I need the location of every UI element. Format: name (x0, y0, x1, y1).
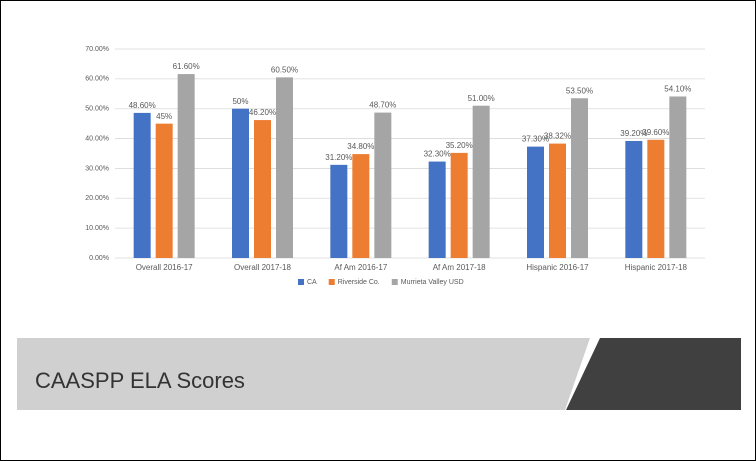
data-label: 48.60% (129, 101, 156, 110)
data-label: 60.50% (271, 65, 298, 74)
bar (276, 77, 293, 258)
y-tick-label: 20.00% (85, 195, 109, 202)
data-label: 34.80% (347, 142, 374, 151)
bar (374, 112, 392, 259)
data-label: 45% (156, 112, 172, 121)
data-label: 50% (232, 97, 248, 106)
data-label: 46.20% (249, 108, 276, 117)
bar (472, 105, 490, 258)
data-label: 37.30% (522, 135, 549, 144)
legend-swatch (328, 279, 335, 285)
bar (625, 140, 643, 258)
data-label: 39.20% (620, 129, 647, 138)
legend-swatch (391, 279, 398, 285)
bar (254, 120, 271, 258)
bar (527, 146, 544, 258)
x-tick-label: Af Am 2016-17 (334, 263, 387, 272)
y-tick-label: 60.00% (85, 76, 109, 83)
dark-band (566, 338, 741, 410)
y-tick-label: 40.00% (85, 135, 109, 142)
bar (133, 112, 151, 258)
y-tick-label: 70.00% (85, 46, 109, 53)
y-tick-label: 10.00% (85, 225, 109, 232)
bar (549, 143, 566, 258)
bar (647, 139, 665, 258)
data-label: 54.10% (664, 85, 691, 94)
bar (155, 123, 173, 259)
x-tick-label: Af Am 2017-18 (433, 263, 486, 272)
bar (571, 98, 588, 258)
bar (669, 96, 687, 258)
data-label: 51.00% (468, 94, 495, 103)
bar (232, 108, 249, 258)
bar (352, 154, 370, 258)
title-band (17, 338, 590, 410)
x-tick-label: Hispanic 2016-17 (526, 263, 589, 272)
x-tick-label: Overall 2017-18 (234, 263, 291, 272)
data-label: 32.30% (424, 150, 451, 159)
y-tick-label: 0.00% (89, 255, 109, 262)
legend-label: CA (307, 279, 317, 286)
data-label: 61.60% (173, 62, 200, 71)
bar (330, 164, 348, 258)
chart-title: CAASPP ELA Scores (35, 368, 245, 393)
y-tick-label: 50.00% (85, 106, 109, 113)
data-label: 39.60% (642, 128, 669, 137)
legend-label: Riverside Co. (338, 279, 380, 286)
bar (428, 161, 446, 258)
y-tick-label: 30.00% (85, 165, 109, 172)
data-label: 53.50% (566, 86, 593, 95)
data-label: 31.20% (325, 153, 352, 162)
data-label: 35.20% (446, 141, 473, 150)
bar (177, 74, 195, 258)
bar (450, 152, 468, 258)
data-label: 38.32% (544, 132, 571, 141)
x-tick-label: Hispanic 2017-18 (625, 263, 688, 272)
data-label: 48.70% (369, 101, 396, 110)
legend-swatch (298, 279, 304, 285)
legend-label: Murrieta Valley USD (401, 279, 464, 286)
x-tick-label: Overall 2016-17 (136, 263, 193, 272)
